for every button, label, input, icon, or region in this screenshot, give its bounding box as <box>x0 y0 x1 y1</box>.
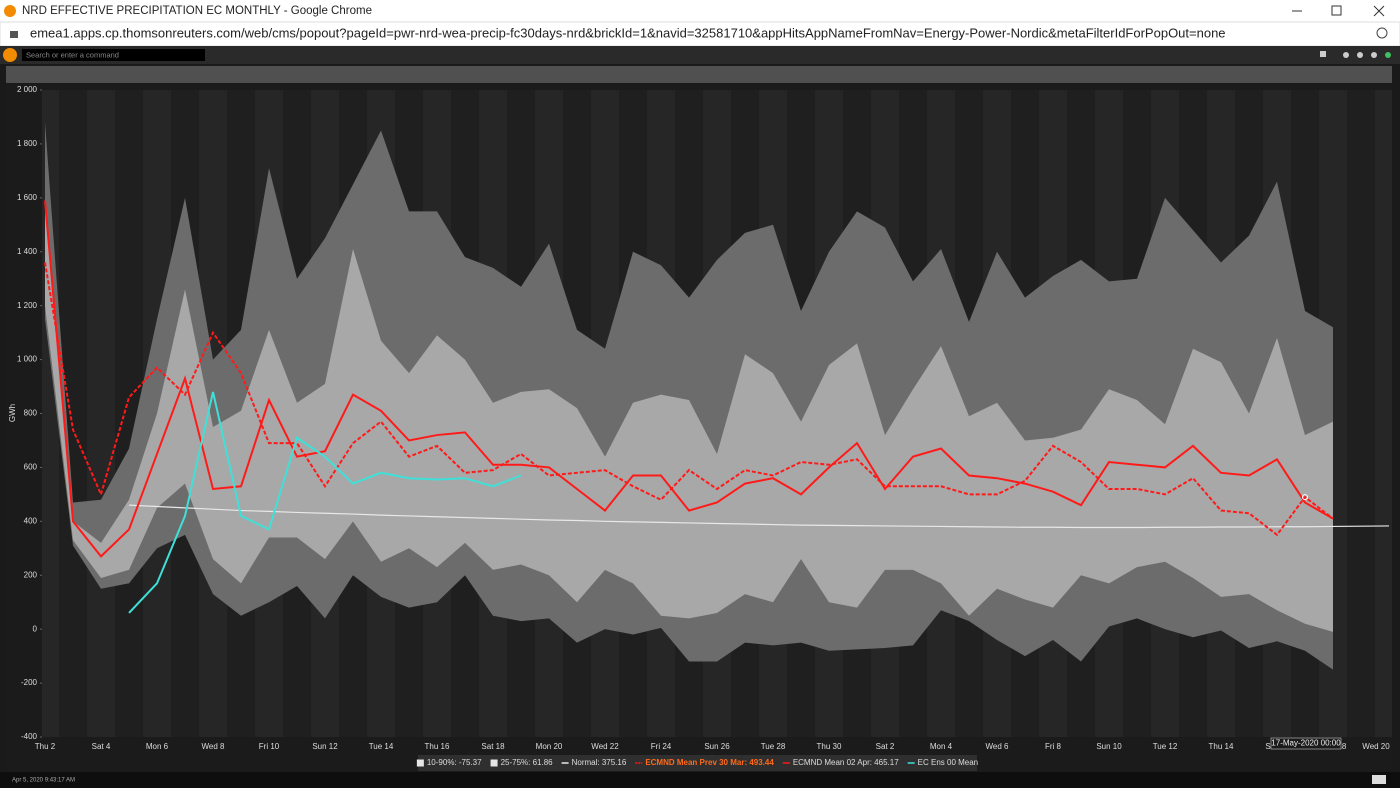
lock-icon <box>10 31 18 38</box>
x-tick-label: Wed 8 <box>202 742 226 751</box>
x-tick-label: Tue 12 <box>1153 742 1178 751</box>
band-area <box>45 197 1333 632</box>
menu-logo[interactable] <box>3 48 17 62</box>
search-box[interactable] <box>22 49 205 61</box>
timestamp: Apr 5, 2020 9:43:17 AM <box>12 778 75 784</box>
search-placeholder: Search or enter a command <box>26 50 119 59</box>
y-tick-label: 1 600 <box>17 193 38 202</box>
series-line <box>128 391 522 614</box>
legend-item: EC Ens 00 Mean <box>907 758 978 767</box>
y-axis-label: GWh <box>8 404 17 422</box>
legend-item: ECMND Mean 02 Apr: 465.17 <box>782 758 899 767</box>
plot: -400 -200 0 200 400 600 800 1 000 1 200 1 400 1 60… <box>17 85 1392 751</box>
day-stripe <box>1347 90 1375 737</box>
legend-item: ECMND Mean Prev 30 Mar: 493.44 <box>635 758 774 767</box>
legend-label: 25-75%: 61.86 <box>501 758 554 767</box>
series-line <box>44 200 1334 558</box>
y-tick-label: 800 <box>24 409 38 418</box>
x-tick-label: Tue 14 <box>369 742 394 751</box>
x-tick-label: Sat 18 <box>481 742 505 751</box>
y-tick-label: 1 200 <box>17 301 38 310</box>
legend-label: EC Ens 00 Mean <box>918 758 978 767</box>
y-tick-label: 200 <box>24 570 38 579</box>
y-tick-label: -400 <box>21 732 38 741</box>
url[interactable]: emea1.apps.cp.thomsonreuters.com/web/cms… <box>30 25 1226 40</box>
toolbar-icon[interactable] <box>1320 51 1326 57</box>
x-tick-label: Sun 12 <box>312 742 338 751</box>
series-line <box>44 262 1334 537</box>
x-tick-label: Fri 10 <box>259 742 280 751</box>
y-tick-label: 2 000 <box>17 85 38 94</box>
x-tick-label: Tue 28 <box>761 742 786 751</box>
legend-item: Normal: 375.16 <box>561 758 627 767</box>
x-tick-label: Wed 22 <box>591 742 619 751</box>
legend-label: 10-90%: -75.37 <box>427 758 482 767</box>
title-bar <box>0 0 1400 22</box>
x-tick-label: Mon 4 <box>930 742 953 751</box>
x-tick-label: Thu 14 <box>1209 742 1234 751</box>
legend: 10-90%: -75.37 25-75%: 61.86 Normal: 375.1… <box>416 758 978 767</box>
y-tick-label: 1 400 <box>17 247 38 256</box>
restore[interactable] <box>1331 5 1342 16</box>
y-tick-label: 0 <box>33 624 38 633</box>
day-stripe <box>42 90 59 737</box>
legend-swatch <box>490 759 498 767</box>
toolbar-icon[interactable] <box>1343 52 1349 58</box>
legend-item: 10-90%: -75.37 <box>416 758 482 767</box>
x-tick-label: Sun 26 <box>704 742 730 751</box>
x-tick-label: Mon 6 <box>146 742 169 751</box>
y-tick-label: 400 <box>24 516 38 525</box>
x-tick-label: Sun 10 <box>1096 742 1122 751</box>
status-bar <box>0 772 1400 788</box>
panel-header <box>6 66 1392 83</box>
day-stripe <box>87 90 115 737</box>
series-line <box>128 504 1390 529</box>
toolbar-icon[interactable] <box>1371 52 1377 58</box>
x-tick-label: Mon 20 <box>536 742 563 751</box>
window-title: NRD EFFECTIVE PRECIPITATION EC MONTHLY -… <box>22 5 372 17</box>
legend-swatch <box>416 759 424 767</box>
x-tick-label: Sat 4 <box>92 742 111 751</box>
y-tick-label: 1 800 <box>17 139 38 148</box>
x-tick-label: Thu 16 <box>425 742 450 751</box>
y-tick-label: 600 <box>24 463 38 472</box>
close[interactable] <box>1373 5 1385 17</box>
x-tick-label: Wed 20 <box>1362 742 1390 751</box>
x-tick-label: Fri 8 <box>1045 742 1062 751</box>
legend-label: Normal: 375.16 <box>572 758 627 767</box>
x-tick-label: Thu 30 <box>817 742 842 751</box>
toolbar <box>0 46 1400 64</box>
x-tick-label: Fri 24 <box>651 742 672 751</box>
legend-box <box>418 755 977 771</box>
tooltip-box <box>1270 737 1342 750</box>
legend-label: ECMND Mean Prev 30 Mar: 493.44 <box>645 758 774 767</box>
day-stripe <box>1375 90 1392 737</box>
hover-marker <box>1302 494 1308 501</box>
app-icon <box>4 5 16 17</box>
address-bar[interactable] <box>0 21 1400 47</box>
legend-item: 25-75%: 61.86 <box>490 758 554 767</box>
y-tick-label: 1 000 <box>17 355 38 364</box>
legend-label: ECMND Mean 02 Apr: 465.17 <box>793 758 899 767</box>
search-icon[interactable] <box>1376 27 1388 39</box>
x-tick-label: Thu 2 <box>35 742 56 751</box>
x-tick-label: Wed 6 <box>986 742 1010 751</box>
y-tick-label: -200 <box>21 678 38 687</box>
toolbar-icon[interactable] <box>1385 52 1391 58</box>
status-icon[interactable] <box>1372 775 1386 784</box>
tooltip-text: 17-May-2020 00:00 <box>1271 739 1341 748</box>
toolbar-icon[interactable] <box>1357 52 1363 58</box>
x-tick-label: Sat 2 <box>876 742 895 751</box>
